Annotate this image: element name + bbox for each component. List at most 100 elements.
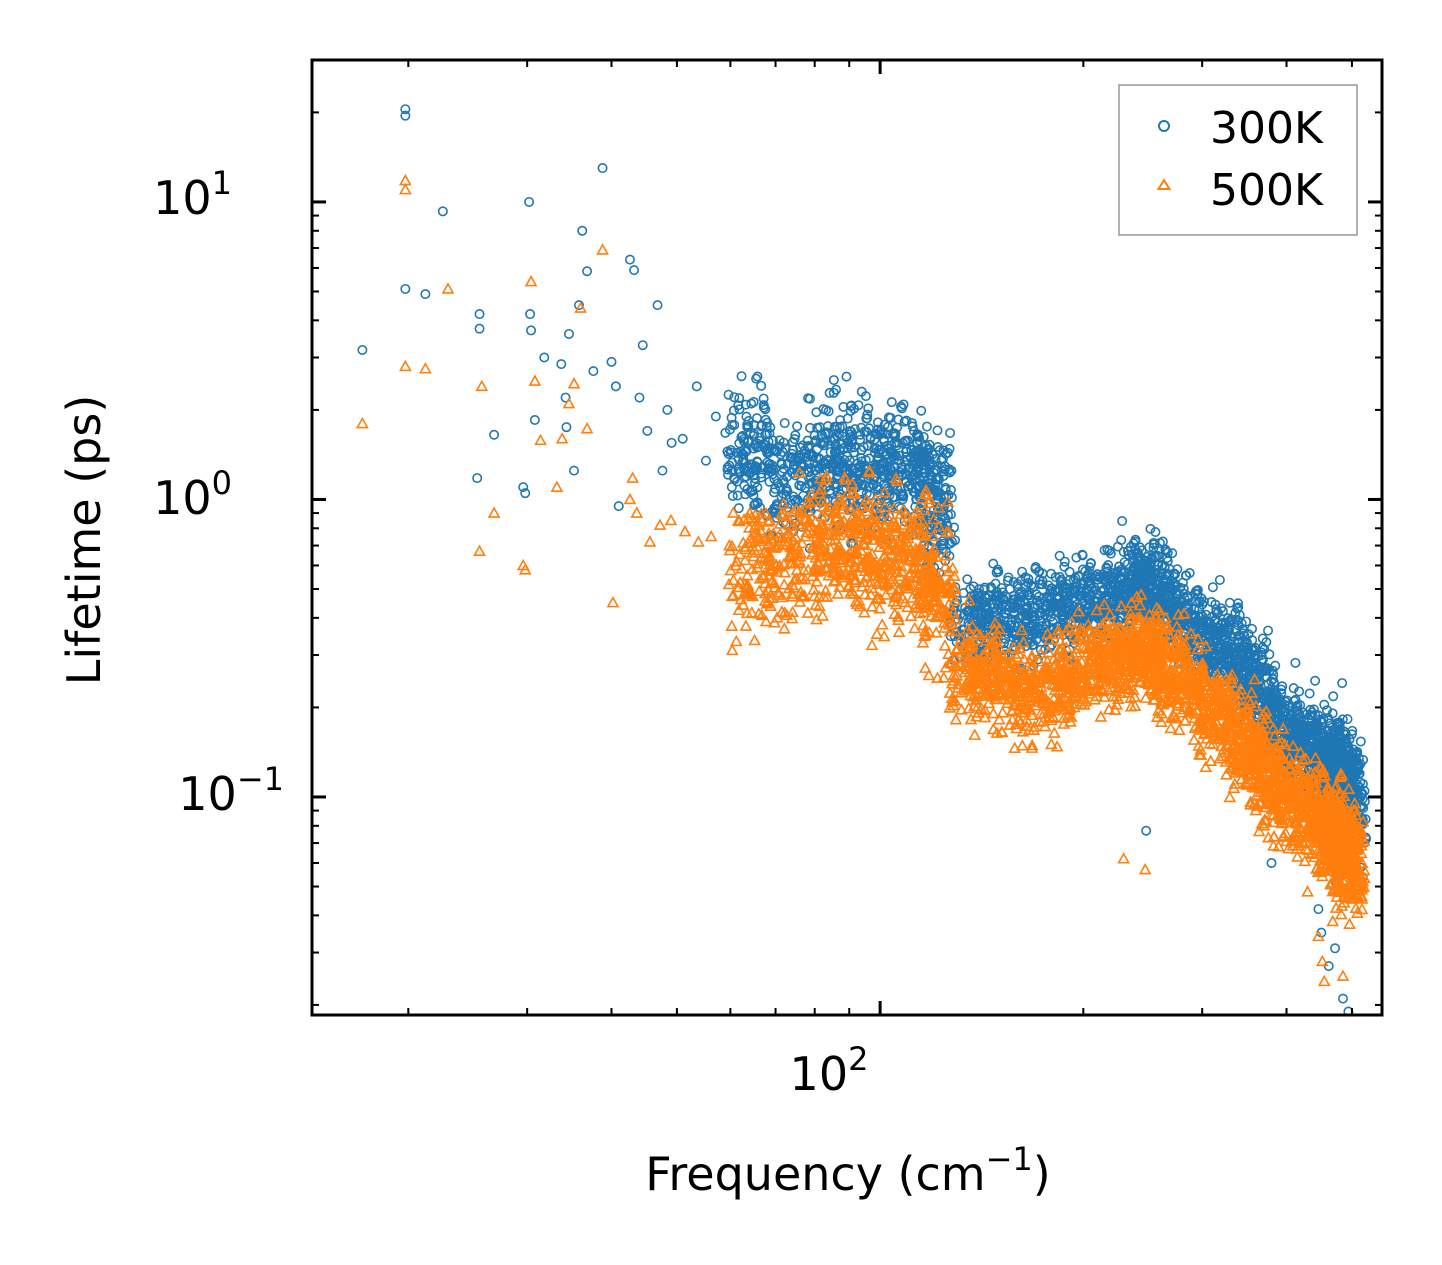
series-300K-point (886, 447, 897, 458)
series-500K-point (1012, 713, 1025, 725)
series-300K-point (1101, 562, 1112, 573)
series-500K-point (982, 658, 995, 670)
series-500K-point (932, 501, 946, 513)
series-500K-point (868, 501, 882, 513)
series-500K-point (725, 619, 739, 631)
series-500K-point (874, 577, 888, 589)
series-500K-point (783, 518, 796, 531)
series-300K-point (1059, 603, 1070, 614)
series-500K-point (889, 520, 903, 532)
series-500K-point (872, 518, 885, 531)
series-500K-point (798, 573, 812, 585)
series-300K-point (901, 469, 912, 480)
series-300K-point (775, 449, 786, 460)
series-500K-point (938, 639, 952, 651)
series-300K-point (400, 104, 411, 115)
series-500K-point (800, 525, 814, 538)
series-500K-point (892, 625, 906, 638)
series-300K-point (1168, 568, 1179, 579)
series-500K-point (987, 706, 1000, 719)
series-300K-point (872, 417, 883, 428)
series-500K-point (398, 359, 412, 372)
series-500K-point (733, 547, 746, 560)
series-500K-point (775, 605, 789, 617)
series-500K-point (916, 618, 930, 631)
series-500K-point (889, 471, 903, 484)
series-300K-point (818, 404, 829, 415)
series-500K-point (942, 597, 956, 609)
series-300K-point (420, 289, 431, 300)
series-500K-point (1005, 653, 1019, 666)
series-500K-point (1055, 692, 1069, 704)
series-300K-point (1167, 548, 1178, 559)
series-500K-point (988, 616, 1002, 629)
series-500K-point (943, 573, 957, 585)
series-500K-point (1060, 641, 1073, 653)
series-500K-point (596, 243, 609, 255)
series-500K-point (1042, 645, 1056, 658)
series-500K-point (1064, 710, 1078, 722)
series-300K-point (582, 266, 593, 277)
series-500K-point (823, 542, 837, 554)
series-500K-point (823, 553, 837, 566)
series-500K-point (822, 569, 836, 581)
series-500K-point (1067, 648, 1080, 660)
series-300K-point (1054, 550, 1065, 561)
series-300K-point (962, 574, 973, 585)
series-500K-point (881, 512, 895, 524)
series-300K-point (942, 447, 953, 458)
series-500K-point (913, 606, 927, 619)
series-500K-point (732, 603, 746, 616)
series-300K-point (1165, 588, 1176, 599)
series-300K-point (1318, 713, 1329, 724)
series-500K-point (898, 539, 912, 552)
series-500K-point (1042, 666, 1055, 679)
series-500K-point (786, 505, 800, 518)
series-300K-point (739, 436, 750, 447)
series-300K-point (400, 283, 411, 294)
series-300K-point (988, 558, 999, 569)
series-300K-point (760, 429, 771, 440)
series-500K-point (830, 511, 844, 524)
series-500K-point (1008, 741, 1022, 754)
series-500K-point (793, 595, 807, 607)
series-500K-point (864, 588, 878, 600)
series-500K-point (983, 687, 996, 699)
series-500K-point (816, 494, 830, 506)
series-500K-point (623, 492, 637, 505)
series-500K-point (919, 483, 933, 496)
series-300K-point (835, 458, 846, 469)
series-300K-point (771, 500, 782, 511)
series-300K-point (1148, 542, 1159, 553)
series-500K-point (923, 492, 936, 505)
series-500K-point (854, 527, 868, 539)
series-500K-point (761, 515, 775, 527)
series-300K-point (357, 344, 368, 355)
series-500K-point (678, 524, 692, 537)
series-300K-point (723, 389, 734, 400)
series-300K-point (738, 454, 749, 465)
series-300K-point (666, 437, 677, 448)
series-300K-point (1123, 599, 1134, 610)
series-500K-point (725, 643, 739, 656)
series-300K-point (1118, 546, 1129, 557)
series-500K-point (806, 545, 820, 558)
series-500K-point (814, 517, 828, 530)
series-500K-point (1090, 603, 1104, 616)
series-500K-point (1013, 685, 1027, 698)
series-300K-point (1105, 573, 1116, 584)
series-300K-point (732, 447, 743, 458)
series-300K-point (748, 490, 759, 501)
series-300K-point (758, 393, 769, 404)
series-500K-point (858, 523, 872, 536)
series-500K-point (833, 564, 846, 577)
series-500K-point (846, 486, 860, 498)
series-500K-point (801, 606, 815, 618)
series-300K-point (1189, 604, 1200, 615)
series-300K-point (901, 444, 912, 455)
series-500K-point (757, 568, 770, 581)
series-500K-point (961, 622, 975, 635)
series-300K-point (1305, 704, 1316, 715)
series-300K-point (914, 435, 925, 446)
series-300K-point (945, 427, 956, 438)
